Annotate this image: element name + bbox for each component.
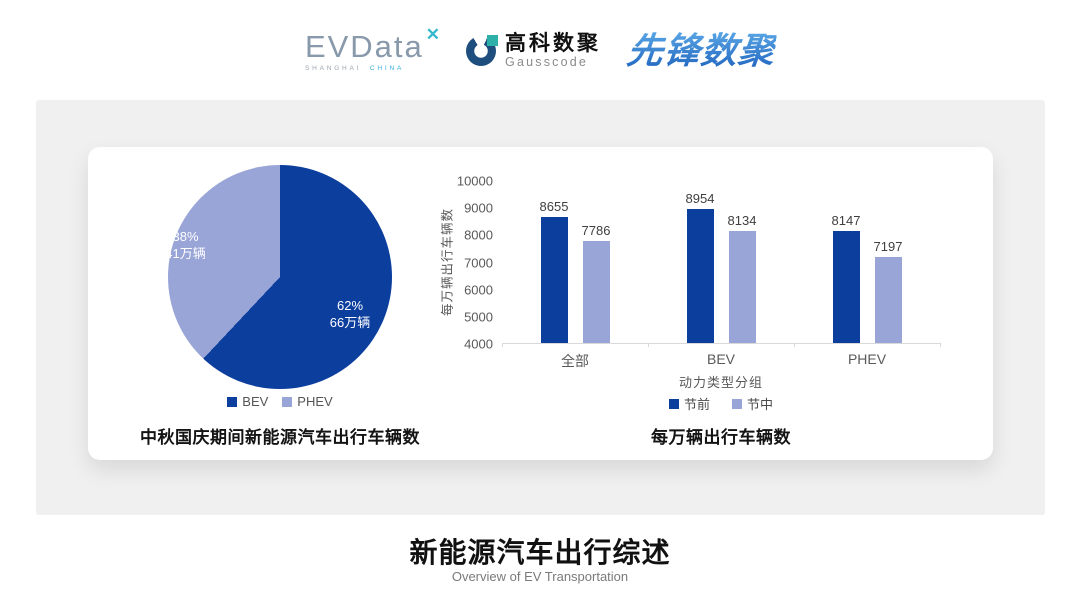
gausscode-name-cn: 高科数聚 — [505, 32, 602, 55]
gausscode-square-icon — [487, 35, 499, 46]
phev-amount-label: 41万辆 — [165, 246, 206, 261]
bev-pct-label: 62% — [336, 298, 364, 313]
bar-value-label: 7197 — [873, 238, 903, 254]
bar-节中: 7786 — [582, 223, 610, 343]
gausscode-ring-icon — [466, 35, 499, 66]
bar-chart-title: 每万辆出行车辆数 — [651, 428, 791, 447]
logo-gausscode: 高科数聚 Gausscode — [466, 33, 601, 69]
phev-legend-label: PHEV — [297, 394, 333, 409]
bar-value-label: 8147 — [831, 213, 861, 229]
phev-pct-label: 38% — [172, 229, 199, 244]
pre-holiday-legend-label: 节前 — [683, 397, 710, 412]
bar-value-label: 8954 — [685, 191, 715, 207]
bev-legend-label: BEV — [242, 394, 269, 409]
phev-swatch-icon — [282, 396, 293, 407]
during-holiday-legend-label: 节中 — [747, 397, 774, 412]
x-axis-tick — [793, 343, 795, 347]
category-label: PHEV — [847, 351, 887, 367]
gausscode-name-en: Gausscode — [505, 55, 589, 69]
bar-legend: 节前 节中 — [502, 394, 940, 413]
legend-item-bev: BEV — [227, 394, 268, 409]
content-panel: 38% 41万辆 62% 66万辆 BEV PHEV 中秋国庆期间新能源汽车出行… — [36, 100, 1045, 515]
category-label: BEV — [706, 351, 735, 367]
bar-x-axis-title: 动力类型分组 — [678, 375, 763, 390]
bar-plot: 8655 7786 8954 8134 8147 7197 — [502, 181, 941, 347]
pie-label-phev: 38% 41万辆 — [143, 228, 228, 262]
pie-chart-title: 中秋国庆期间新能源汽车出行车辆数 — [140, 428, 420, 447]
bar-value-label: 8134 — [727, 213, 757, 229]
bar-group: 8655 7786 — [502, 181, 648, 343]
x-axis-tick — [502, 343, 503, 347]
chart-card: 38% 41万辆 62% 66万辆 BEV PHEV 中秋国庆期间新能源汽车出行… — [88, 147, 993, 460]
legend-item-pre-holiday: 节前 — [668, 394, 710, 413]
page-subtitle: Overview of EV Transportation — [451, 569, 629, 584]
bar-y-axis: 4000 5000 6000 7000 8000 9000 10000 — [453, 175, 493, 351]
y-tick-label: 5000 — [464, 309, 493, 325]
bar-group: 8954 8134 — [648, 181, 794, 343]
bar-节前: 8655 — [540, 199, 568, 343]
pre-holiday-swatch-icon — [668, 398, 679, 409]
pie-chart — [168, 165, 392, 389]
bar-section: 每万辆出行车辆数 4000 5000 6000 7000 8000 9000 10000 8… — [428, 147, 988, 460]
y-tick-label: 10000 — [456, 173, 493, 189]
evdata-subtext-china: CHINA — [369, 64, 405, 72]
evdata-subtext-shanghai: SHANGHAI — [304, 64, 362, 72]
category-label: 全部 — [561, 353, 589, 369]
legend-item-during-holiday: 节中 — [732, 394, 773, 413]
bar-节前: 8954 — [686, 191, 714, 343]
y-tick-label: 7000 — [464, 255, 493, 270]
page-title: 新能源汽车出行综述 — [409, 537, 671, 568]
header: EVData ✕ SHANGHAI CHINA 高科数聚 Gausscode 先… — [0, 18, 1080, 84]
bev-amount-label: 66万辆 — [329, 315, 371, 330]
bar-节前: 8147 — [832, 213, 860, 343]
x-axis-tick — [940, 343, 941, 347]
evdata-subtext: SHANGHAI CHINA — [305, 65, 404, 72]
evdata-wordmark: EVData — [304, 28, 424, 64]
bar-group: 8147 7197 — [794, 181, 940, 343]
evdata-wordmark-row: EVData ✕ — [304, 25, 440, 64]
pie-legend: BEV PHEV — [88, 394, 472, 409]
bar-value-label: 7786 — [581, 222, 611, 238]
y-tick-label: 4000 — [464, 336, 493, 352]
bar-节中: 7197 — [874, 239, 902, 343]
during-holiday-swatch-icon — [732, 398, 742, 409]
y-tick-label: 8000 — [464, 227, 493, 243]
pie-section: 38% 41万辆 62% 66万辆 BEV PHEV 中秋国庆期间新能源汽车出行… — [88, 147, 472, 460]
bar-categories: 全部 BEV PHEV — [502, 351, 940, 371]
logo-pioneer-wordmark: 先锋数聚 — [624, 30, 778, 71]
y-tick-label: 9000 — [464, 200, 493, 216]
legend-item-phev: PHEV — [282, 394, 333, 409]
y-tick-label: 6000 — [464, 282, 493, 298]
bev-swatch-icon — [227, 396, 238, 407]
logo-evdata: EVData ✕ SHANGHAI CHINA — [304, 25, 440, 72]
evdata-x-icon: ✕ — [425, 24, 441, 44]
gausscode-text: 高科数聚 Gausscode — [505, 32, 602, 70]
x-axis-tick — [647, 343, 649, 347]
bar-节中: 8134 — [728, 213, 756, 343]
pie-label-bev: 62% 66万辆 — [310, 297, 390, 331]
bar-value-label: 8655 — [539, 199, 569, 215]
